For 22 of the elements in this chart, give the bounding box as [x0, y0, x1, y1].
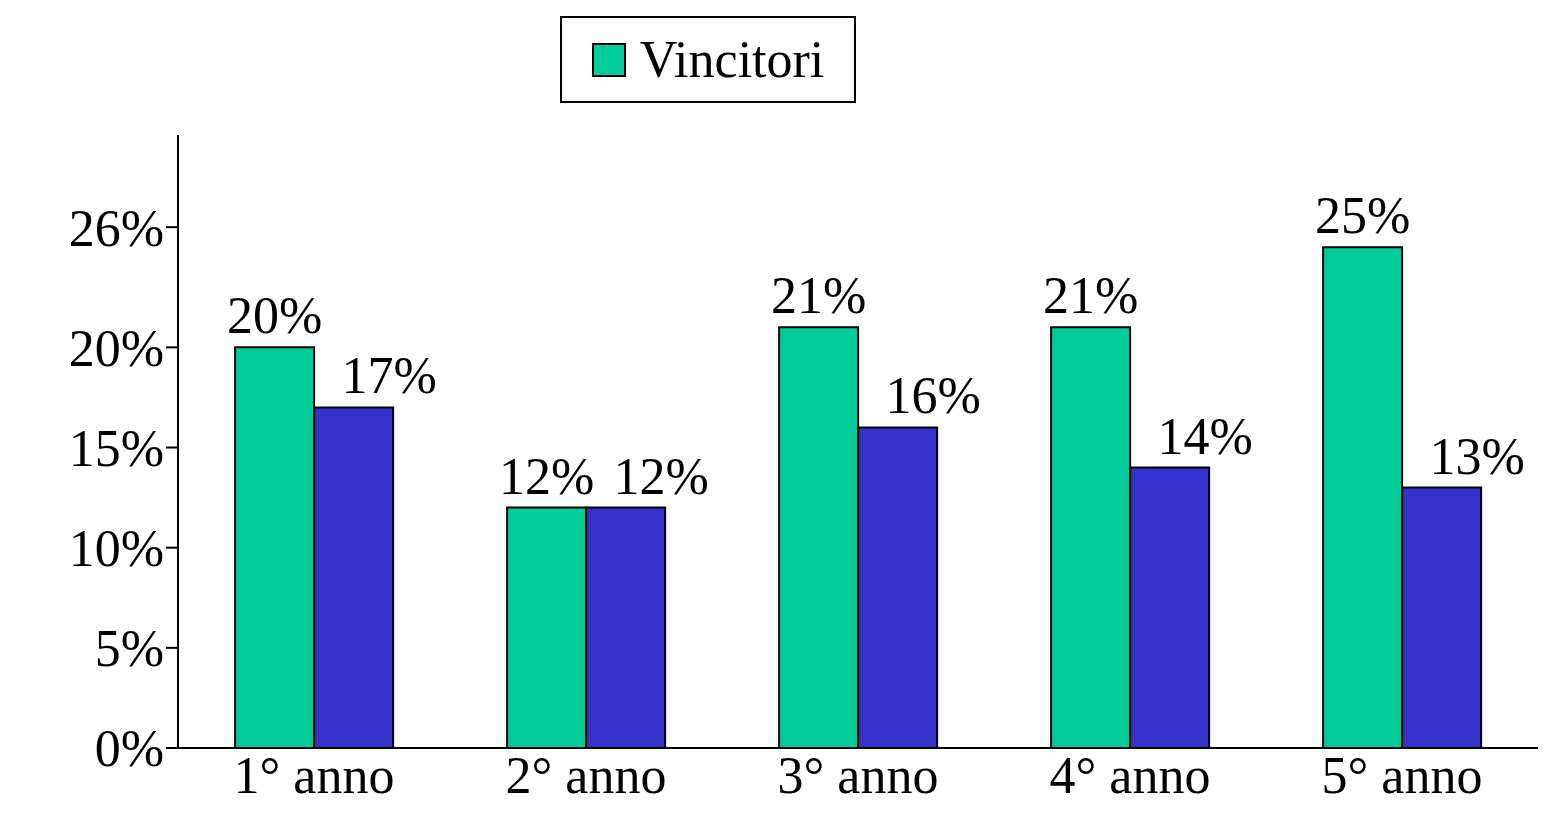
data-label: 13% [1429, 427, 1525, 485]
y-tick-label: 15% [68, 419, 164, 477]
data-label: 16% [885, 367, 981, 425]
x-tick-label: 5° anno [1321, 746, 1483, 804]
data-label: 21% [1042, 267, 1139, 325]
data-label: 17% [341, 347, 437, 405]
y-tick-label: 5% [94, 620, 164, 678]
data-label: 25% [1314, 187, 1411, 245]
x-tick-label: 4° anno [1049, 746, 1211, 804]
data-label: 12% [498, 447, 595, 505]
x-tick-label: 1° anno [233, 746, 395, 804]
data-label: 14% [1157, 407, 1253, 465]
x-tick-label: 2° anno [505, 746, 667, 804]
y-tick-label: 20% [68, 319, 164, 377]
x-tick-label: 3° anno [777, 746, 939, 804]
data-label: 20% [226, 287, 323, 345]
y-tick-label: 26% [68, 199, 164, 257]
y-tick-label: 0% [94, 720, 164, 778]
data-label: 21% [770, 267, 867, 325]
data-label: 12% [613, 447, 709, 505]
y-tick-label: 10% [68, 520, 164, 578]
legend-label: Vincitori [639, 30, 825, 89]
